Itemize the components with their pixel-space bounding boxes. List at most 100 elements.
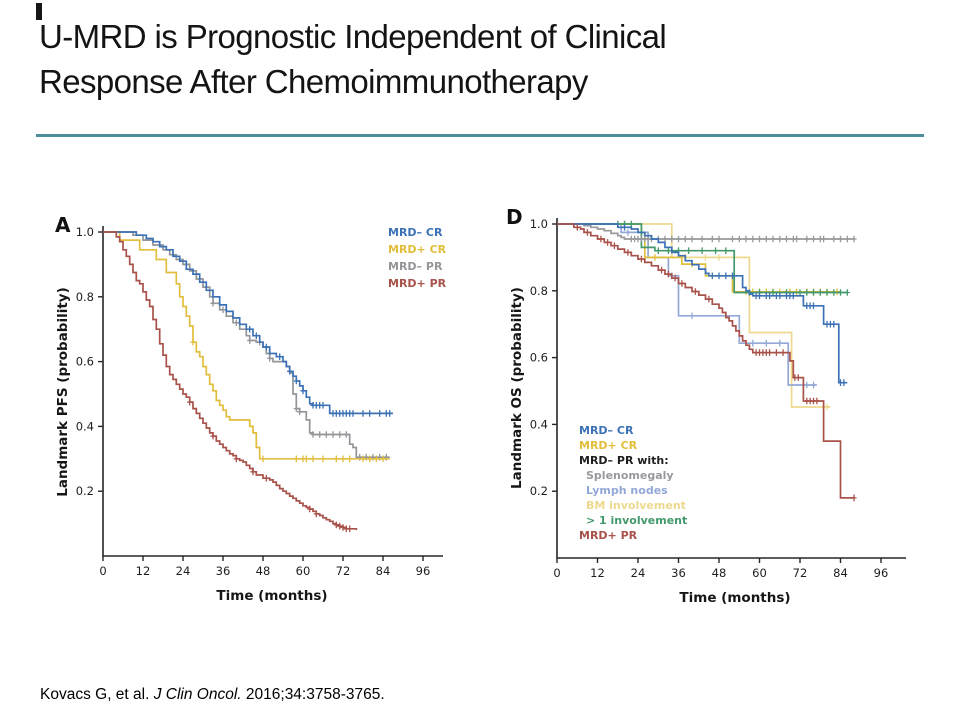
censor-mark (844, 235, 850, 243)
censor-mark (851, 494, 857, 502)
censor-mark (303, 455, 309, 463)
censor-mark (337, 431, 343, 438)
censor-mark (360, 455, 366, 463)
censor-mark (797, 289, 803, 296)
censor-mark (810, 235, 817, 243)
x-tick-label: 60 (752, 566, 767, 580)
y-axis-title: Landmark PFS (probability) (55, 287, 71, 497)
censor-mark (190, 338, 196, 346)
censor-mark (831, 289, 837, 296)
y-tick-label: 1.0 (76, 225, 94, 239)
y-tick-label: 0.4 (530, 417, 548, 431)
y-tick-label: 0.8 (530, 284, 548, 298)
censor-mark (763, 339, 769, 347)
censor-mark (824, 403, 830, 411)
censor-mark (783, 235, 790, 243)
censor-mark (804, 289, 810, 296)
censor-mark (337, 522, 343, 530)
censor-mark (723, 247, 729, 254)
censor-mark (841, 379, 847, 386)
censor-mark (621, 224, 628, 231)
km-curve (557, 223, 817, 386)
censor-mark (777, 235, 783, 243)
censor-mark (672, 274, 678, 282)
legend-entry: Splenomegaly (586, 469, 674, 482)
legend-entry: MRD+ PR (388, 277, 447, 290)
censor-mark (810, 289, 817, 296)
censor-mark (293, 455, 299, 463)
km-curve (557, 223, 854, 240)
legend-entry: MRD– CR (388, 226, 443, 239)
y-tick-label: 0.2 (76, 484, 94, 498)
figure-panel-os: 0 12 24 36 48 60 72 84 96 0.2 0.4 0.6 0.8 1.0 Time (mo… (500, 192, 950, 622)
censor-mark (360, 410, 366, 417)
censor-mark (210, 432, 216, 440)
censor-mark (333, 521, 339, 529)
y-axis-title: Landmark OS (probability) (509, 287, 525, 489)
censor-mark (716, 235, 722, 243)
censor-mark (310, 455, 316, 463)
censor-mark (313, 510, 319, 518)
legend-entry: MRD– CR (579, 424, 634, 437)
censor-mark (340, 524, 346, 531)
censor-mark (320, 455, 326, 463)
title-line-2: Response After Chemoimmunotherapy (39, 63, 588, 100)
censor-mark (659, 266, 665, 274)
censor-mark (247, 337, 253, 344)
censor-mark (844, 289, 850, 296)
censor-mark (267, 355, 273, 362)
km-curve (103, 231, 393, 415)
censor-mark (287, 368, 293, 375)
censor-mark (790, 292, 796, 300)
censor-mark (638, 255, 644, 263)
censor-mark (665, 247, 671, 254)
censor-mark (767, 292, 773, 300)
censor-mark (377, 410, 383, 417)
figure-panel-pfs: 0 12 24 36 48 60 72 84 96 0.2 0.4 0.6 0.8 1.0 Time (mo… (50, 192, 458, 618)
citation-details: 2016;34:3758-3765. (241, 686, 385, 703)
censor-mark (293, 377, 299, 385)
km-curve (557, 223, 848, 294)
censor-mark (689, 235, 695, 243)
x-tick-label: 48 (712, 566, 727, 580)
y-tick-label: 0.6 (76, 355, 94, 369)
censor-mark (699, 235, 705, 243)
km-svg-D: 0 12 24 36 48 60 72 84 96 0.2 0.4 0.6 0.8 1.0 Time (mo… (506, 205, 906, 606)
citation-journal: J Clin Oncol. (153, 686, 242, 703)
censor-mark (777, 292, 783, 300)
censor-mark (679, 280, 685, 287)
censor-mark (665, 270, 671, 278)
censor-mark (330, 431, 336, 438)
censor-mark (831, 235, 837, 243)
x-tick-label: 36 (671, 566, 686, 580)
censor-mark (723, 272, 729, 280)
censor-mark (689, 312, 695, 320)
censor-mark (300, 387, 306, 395)
title-line-1: U-MRD is Prognostic Independent of Clini… (39, 18, 667, 55)
censor-mark (692, 288, 698, 295)
censor-mark (263, 474, 269, 482)
censor-mark (611, 242, 617, 249)
censor-mark (706, 295, 712, 303)
censor-mark (263, 343, 269, 351)
censor-mark (837, 289, 844, 296)
censor-mark (250, 468, 256, 476)
censor-mark (709, 235, 715, 243)
censor-mark (814, 397, 820, 405)
legend-entry: MRD+ CR (388, 243, 447, 256)
censor-mark (625, 249, 631, 256)
censor-mark (367, 455, 373, 463)
axis-lines (102, 226, 443, 557)
citation-authors: Kovacs G, et al. (40, 686, 154, 703)
censor-mark (260, 455, 266, 463)
censor-mark (307, 505, 313, 513)
censor-mark (804, 235, 810, 243)
x-tick-label: 84 (376, 564, 391, 578)
censor-mark (655, 247, 661, 254)
censor-mark (333, 455, 339, 463)
censor-mark (763, 235, 769, 243)
km-curve (557, 223, 848, 384)
censor-mark (699, 247, 705, 254)
censor-mark (675, 235, 682, 243)
censor-mark (347, 455, 353, 463)
